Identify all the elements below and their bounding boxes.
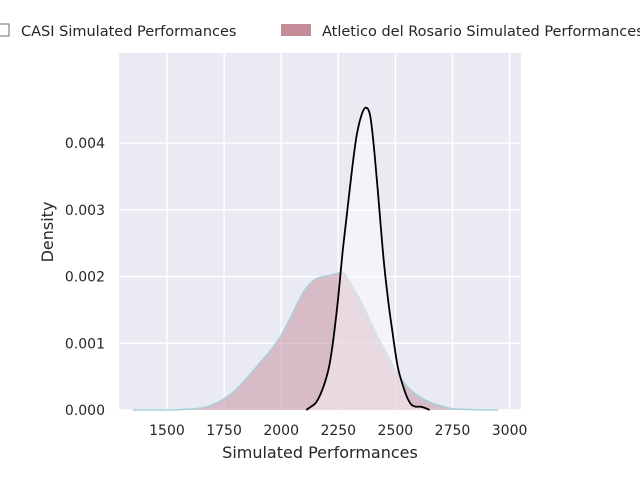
series-layer <box>132 106 499 411</box>
x-tick-label: 2500 <box>378 423 414 439</box>
x-tick-label: 2250 <box>320 423 356 439</box>
legend-swatch-casi <box>0 23 10 37</box>
x-axis-title: Simulated Performances <box>222 443 418 462</box>
y-axis-title: Density <box>38 202 57 263</box>
legend: CASI Simulated Performances Atletico del… <box>0 23 640 40</box>
y-tick-label: 0.001 <box>65 336 105 352</box>
y-tick-label: 0.002 <box>65 270 105 286</box>
y-tick-label: 0.003 <box>65 203 105 219</box>
x-tick-label: 2750 <box>435 423 471 439</box>
y-tick-label: 0.004 <box>65 136 105 152</box>
rosario-density-edge <box>132 271 499 411</box>
y-tick-label: 0.000 <box>65 403 105 419</box>
rosario-density-area <box>132 272 499 410</box>
casi-density-line <box>305 106 430 411</box>
x-tick-label: 3000 <box>492 423 528 439</box>
legend-swatch-rosario <box>281 24 311 36</box>
x-tick-label: 2000 <box>263 423 299 439</box>
x-tick-label: 1750 <box>206 423 242 439</box>
casi-density-area <box>306 107 430 410</box>
legend-label-casi: CASI Simulated Performances <box>21 24 236 40</box>
legend-label-rosario: Atletico del Rosario Simulated Performan… <box>322 24 640 40</box>
x-tick-label: 1500 <box>149 423 185 439</box>
tick-labels: 1500 1750 2000 2250 2500 2750 3000 0.000 0.001 0.… <box>65 136 527 439</box>
